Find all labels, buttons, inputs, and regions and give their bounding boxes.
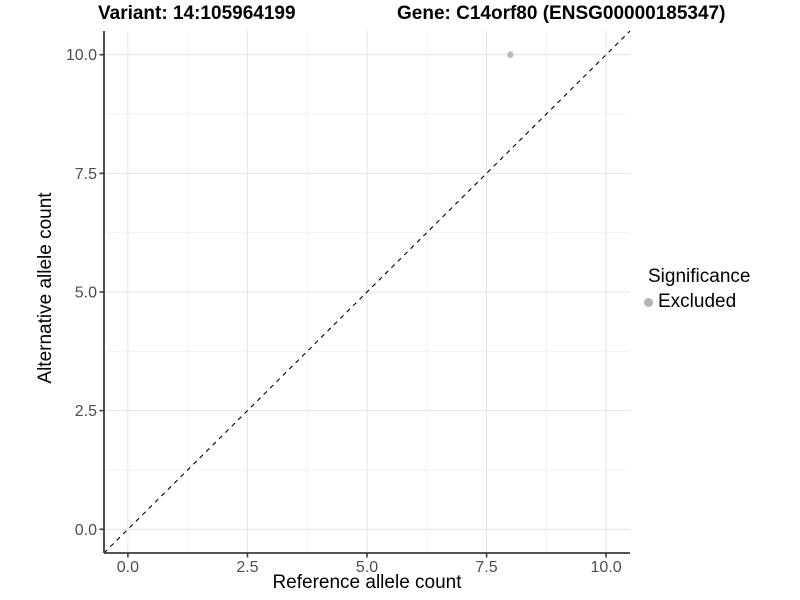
data-point-excluded <box>507 51 514 58</box>
legend: Significance Excluded <box>644 266 750 313</box>
y-tick-label: 5.0 <box>75 285 97 302</box>
x-tick-label: 2.5 <box>236 559 258 576</box>
y-tick-label: 10.0 <box>66 47 97 64</box>
y-tick-label: 7.5 <box>75 166 97 183</box>
x-tick-label: 0.0 <box>117 559 139 576</box>
x-tick-label: 5.0 <box>356 559 378 576</box>
y-tick-label: 2.5 <box>75 403 97 420</box>
x-tick-label: 7.5 <box>475 559 497 576</box>
legend-title: Significance <box>648 266 751 287</box>
x-tick-label: 10.0 <box>591 559 622 576</box>
identity-dashed-line <box>103 30 631 554</box>
variant-title: Variant: 14:105964199 <box>98 3 296 24</box>
y-axis-title: Alternative allele count <box>35 192 56 384</box>
excluded-point-icon <box>644 297 653 307</box>
y-tick-label: 0.0 <box>75 522 97 539</box>
legend-entry-label: Excluded <box>658 291 737 312</box>
legend-entry: Excluded <box>644 291 750 313</box>
gene-title: Gene: C14orf80 (ENSG00000185347) <box>397 3 726 24</box>
x-axis-title: Reference allele count <box>272 572 462 593</box>
